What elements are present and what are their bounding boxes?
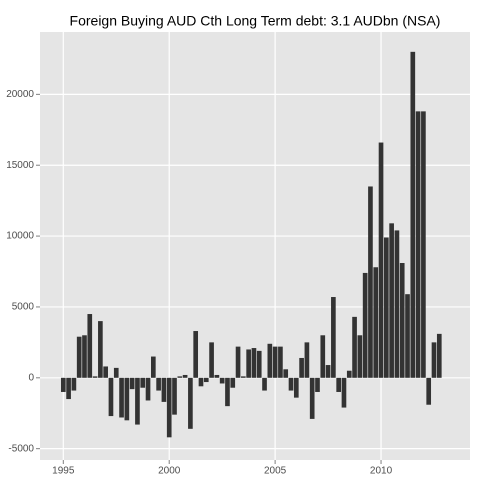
x-tick-label: 2000 bbox=[158, 466, 181, 477]
bar bbox=[262, 377, 267, 391]
bar bbox=[415, 111, 421, 378]
bar bbox=[241, 376, 246, 378]
bar bbox=[145, 377, 151, 401]
bar bbox=[267, 343, 273, 378]
bar bbox=[124, 377, 130, 421]
bar bbox=[172, 377, 177, 415]
x-tick-label: 2010 bbox=[370, 466, 393, 477]
y-tick-label: 20000 bbox=[6, 89, 34, 100]
bar bbox=[431, 342, 437, 378]
bar bbox=[389, 223, 394, 378]
bar bbox=[341, 377, 347, 408]
bar bbox=[352, 316, 357, 378]
bar bbox=[399, 263, 405, 378]
y-tick-label: 0 bbox=[28, 372, 34, 383]
bar bbox=[357, 335, 363, 378]
bar bbox=[92, 376, 98, 378]
bar bbox=[214, 374, 220, 378]
bar bbox=[436, 333, 442, 378]
bar bbox=[362, 272, 368, 378]
bar bbox=[256, 350, 262, 378]
bar bbox=[198, 377, 204, 387]
y-tick-label: 10000 bbox=[6, 231, 34, 242]
bar bbox=[119, 377, 124, 418]
y-tick-label: -5000 bbox=[8, 443, 34, 454]
bar bbox=[373, 267, 379, 378]
bar bbox=[331, 297, 336, 378]
bar bbox=[405, 294, 410, 378]
bar bbox=[346, 370, 352, 378]
chart-title: Foreign Buying AUD Cth Long Term debt: 3… bbox=[70, 13, 441, 29]
y-tick-label: 5000 bbox=[12, 302, 35, 313]
bar bbox=[108, 377, 114, 417]
bar bbox=[156, 377, 161, 391]
bar bbox=[410, 51, 416, 378]
bar bbox=[283, 369, 289, 378]
bar bbox=[304, 342, 310, 378]
bar bbox=[177, 376, 183, 378]
bar bbox=[278, 346, 283, 378]
bar bbox=[209, 342, 214, 378]
bar bbox=[203, 377, 209, 383]
bar bbox=[230, 377, 236, 388]
bar bbox=[103, 366, 108, 378]
bar bbox=[378, 142, 384, 378]
bar bbox=[66, 377, 71, 400]
bar bbox=[421, 111, 426, 378]
x-tick-label: 1995 bbox=[52, 466, 75, 477]
bar bbox=[225, 377, 230, 407]
bar bbox=[309, 377, 315, 419]
bar bbox=[129, 377, 135, 390]
bar bbox=[394, 230, 400, 378]
bar bbox=[320, 335, 326, 378]
bar bbox=[368, 186, 373, 378]
panel bbox=[40, 32, 470, 460]
bar bbox=[60, 377, 66, 392]
bar bbox=[135, 377, 140, 425]
bar bbox=[113, 367, 119, 378]
bar bbox=[336, 377, 341, 392]
bar bbox=[76, 336, 82, 378]
bar bbox=[188, 377, 193, 429]
bar bbox=[325, 365, 331, 378]
x-tick-label: 2005 bbox=[264, 466, 287, 477]
bar bbox=[315, 377, 320, 392]
bar bbox=[219, 377, 225, 384]
bar bbox=[82, 335, 87, 378]
bar bbox=[193, 331, 199, 378]
bar bbox=[87, 314, 93, 378]
bar bbox=[166, 377, 172, 438]
bar bbox=[71, 377, 77, 391]
bar bbox=[246, 349, 251, 378]
bar bbox=[182, 374, 188, 378]
bar bbox=[150, 356, 156, 378]
y-tick-label: 15000 bbox=[6, 160, 34, 171]
bar bbox=[272, 346, 278, 378]
bar bbox=[235, 346, 241, 378]
bar bbox=[384, 237, 389, 378]
bar bbox=[140, 377, 146, 388]
bar bbox=[288, 377, 294, 391]
bar bbox=[299, 357, 304, 378]
bar bbox=[98, 321, 103, 378]
bar bbox=[251, 348, 257, 378]
bar bbox=[161, 377, 167, 402]
bar bbox=[426, 377, 432, 405]
bar bbox=[293, 377, 299, 398]
